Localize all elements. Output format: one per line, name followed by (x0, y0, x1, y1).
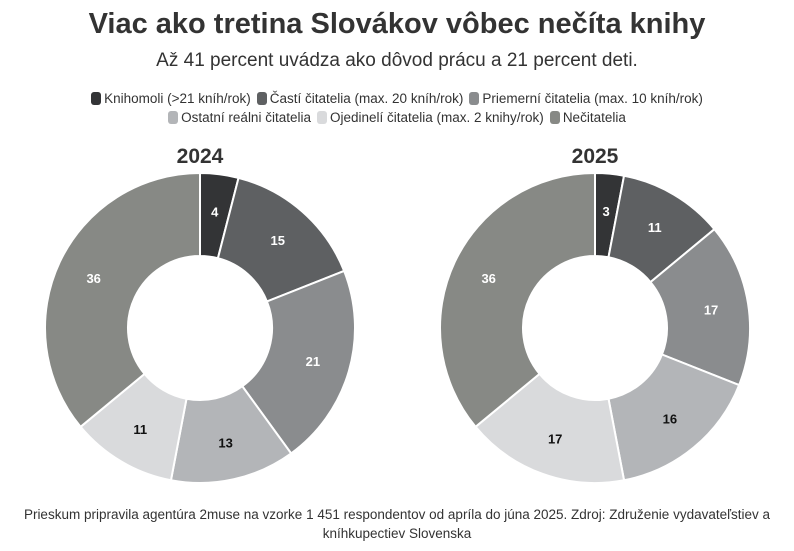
legend-swatch (91, 92, 102, 105)
donut-slice (240, 269, 356, 455)
chart-subtitle: Až 41 percent uvádza ako dôvod prácu a 2… (156, 50, 638, 71)
donut-slice (649, 227, 751, 387)
legend-label: Častí čitatelia (max. 20 kníh/rok) (269, 91, 464, 106)
legend-label: Knihomoli (>21 kníh/rok) (104, 91, 251, 106)
legend-label: Priemerní čitatelia (max. 10 kníh/rok) (482, 91, 703, 106)
data-label: 21 (306, 354, 320, 369)
chart-title-2025: 2025 (572, 145, 619, 168)
legend: Knihomoli (>21 kníh/rok) Častí čitatelia … (40, 89, 754, 127)
data-label: 36 (86, 271, 100, 286)
donut-slice (216, 176, 346, 303)
data-label: 11 (133, 422, 147, 437)
chart-title: Viac ako tretina Slovákov vôbec nečíta k… (88, 8, 706, 40)
legend-label: Ostatní reálni čitatelia (181, 110, 311, 125)
legend-item: Priemerní čitatelia (max. 10 kníh/rok) (469, 89, 703, 108)
legend-swatch (168, 111, 179, 124)
source-note: Prieskum pripravila agentúra 2muse na vz… (23, 507, 771, 541)
data-label: 15 (270, 233, 284, 248)
data-label: 13 (218, 436, 232, 451)
data-label: 11 (648, 220, 662, 235)
donut-slice (474, 372, 626, 484)
donut-slice (607, 353, 741, 482)
legend-swatch (549, 111, 560, 124)
legend-item: Častí čitatelia (max. 20 kníh/rok) (256, 89, 464, 108)
donut-slice (439, 171, 596, 429)
data-label: 4 (211, 204, 219, 219)
legend-swatch (469, 92, 480, 105)
data-label: 17 (548, 432, 562, 447)
legend-item: Nečitatelia (549, 108, 626, 127)
legend-label: Nečitatelia (562, 110, 626, 125)
data-label: 16 (663, 412, 677, 427)
legend-label: Ojedinelí čitatelia (max. 2 knihy/rok) (329, 110, 544, 125)
data-label: 36 (481, 271, 495, 286)
legend-item: Knihomoli (>21 kníh/rok) (91, 89, 251, 108)
chart-title-2024: 2024 (177, 145, 224, 168)
legend-swatch (256, 92, 267, 105)
donut-slice (44, 171, 201, 429)
data-label: 17 (704, 303, 718, 318)
legend-swatch (316, 111, 327, 124)
legend-item: Ostatní reálni čitatelia (168, 108, 311, 127)
legend-item: Ojedinelí čitatelia (max. 2 knihy/rok) (316, 108, 544, 127)
data-label: 3 (602, 204, 609, 219)
